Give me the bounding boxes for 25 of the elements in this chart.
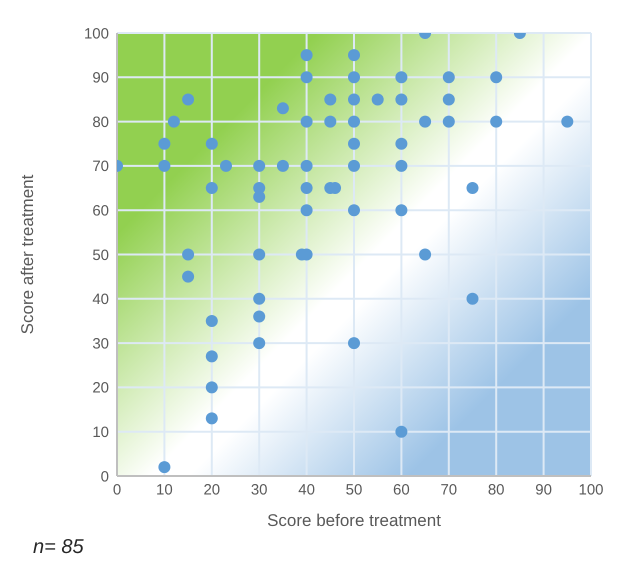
x-axis-title: Score before treatment: [267, 511, 442, 530]
y-tick-label: 60: [92, 202, 109, 220]
y-tick-label: 100: [84, 25, 109, 42]
x-tick-label: 60: [393, 482, 410, 499]
y-tick-label: 80: [92, 114, 109, 131]
x-tick-label: 70: [440, 482, 458, 499]
x-tick-label: 30: [250, 482, 268, 499]
y-tick-label: 10: [92, 424, 109, 442]
x-tick-label: 80: [488, 482, 505, 499]
x-tick-label: 50: [346, 482, 362, 499]
x-tick-label: 20: [203, 482, 220, 499]
x-tick-label: 100: [578, 482, 604, 499]
y-tick-label: 40: [92, 291, 109, 308]
y-tick-label: 90: [92, 70, 109, 87]
x-tick-label: 40: [298, 482, 315, 499]
y-tick-label: 70: [92, 158, 109, 176]
x-tick-label: 10: [156, 482, 173, 499]
y-axis-title: Score after treatment: [18, 174, 38, 334]
x-tick-label: 90: [535, 482, 552, 499]
x-tick-label: 0: [112, 482, 122, 499]
text: n= 85: [33, 536, 84, 559]
y-tick-label: 20: [92, 380, 109, 397]
y-tick-label: 30: [92, 335, 109, 352]
y-tick-label: 0: [100, 468, 109, 486]
y-tick-label: 50: [92, 246, 109, 264]
